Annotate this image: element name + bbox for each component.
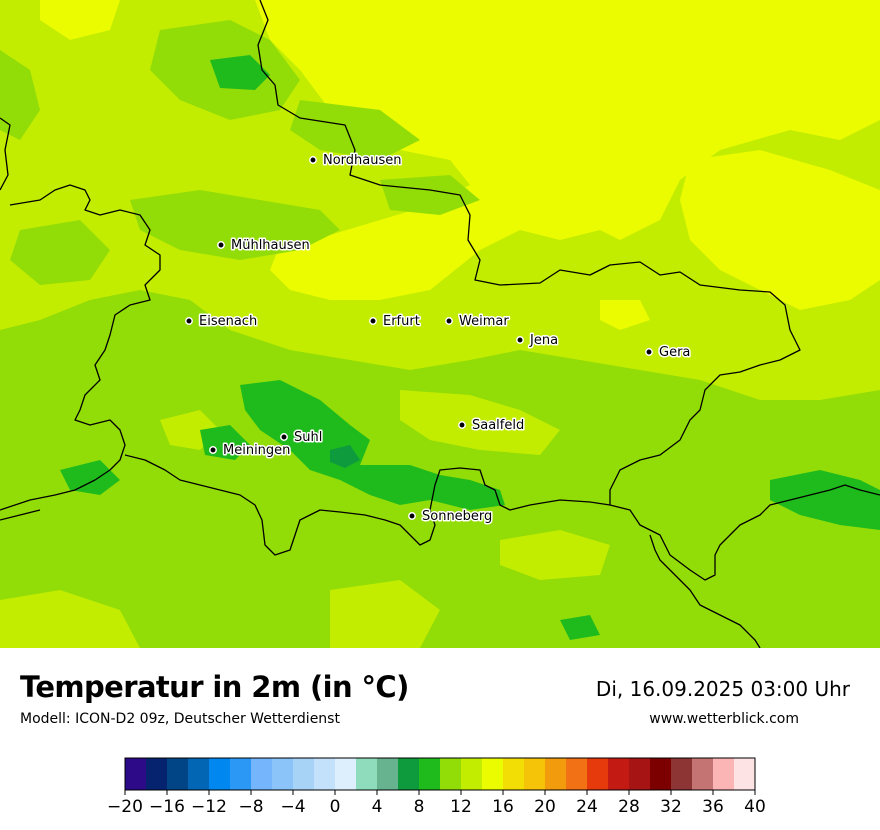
color-swatch (650, 758, 672, 790)
temperature-field (0, 0, 880, 648)
color-swatch (482, 758, 504, 790)
color-swatch (419, 758, 441, 790)
tick-label: 32 (660, 797, 682, 817)
tick-label: 24 (576, 797, 598, 817)
tick-label: 12 (450, 797, 472, 817)
color-swatch (167, 758, 189, 790)
city-dot (209, 446, 217, 454)
color-scale-border (124, 757, 756, 791)
tick-label: 36 (702, 797, 724, 817)
color-swatch (629, 758, 651, 790)
color-swatch (314, 758, 336, 790)
tick-label: −12 (191, 797, 227, 817)
color-swatch (125, 758, 147, 790)
website-link[interactable]: www.wetterblick.com (649, 711, 799, 727)
city-label: Sonneberg (422, 509, 492, 524)
border-lines (0, 0, 880, 648)
city-markers: Nordhausen Mühlhausen Eisenach Erfurt Weimar… (185, 152, 692, 526)
city-marker: Sonneberg (408, 508, 494, 526)
city-marker: Erfurt (369, 313, 421, 331)
city-dot (516, 336, 524, 344)
tick-label: −20 (107, 797, 143, 817)
color-swatch (461, 758, 483, 790)
city-marker: Meiningen (209, 442, 292, 460)
map-title: Temperatur in 2m (in °C) (20, 670, 409, 704)
color-swatch (251, 758, 273, 790)
city-dot (309, 156, 317, 164)
city-marker: Gera (645, 344, 692, 362)
color-scale-swatches (124, 757, 756, 791)
city-marker: Nordhausen (309, 152, 403, 170)
tick-label: 16 (492, 797, 514, 817)
color-swatch (209, 758, 231, 790)
city-marker: Mühlhausen (217, 237, 311, 255)
city-label: Gera (659, 345, 690, 360)
color-scale-ticks: −20 −16 −12 −8 −4 0 4 8 12 16 20 24 28 32 36 40 (107, 790, 766, 817)
color-swatch (335, 758, 357, 790)
city-label: Nordhausen (323, 153, 402, 168)
color-swatch (545, 758, 567, 790)
city-dot (185, 317, 193, 325)
tick-label: −4 (280, 797, 305, 817)
tick-label: −8 (238, 797, 263, 817)
city-dot (445, 317, 453, 325)
color-scale-legend: −20 −16 −12 −8 −4 0 4 8 12 16 20 24 28 32 36 40 (107, 757, 766, 817)
city-dot (369, 317, 377, 325)
tick-label: 4 (372, 797, 383, 817)
city-label: Jena (529, 333, 558, 348)
tick-label: 8 (414, 797, 425, 817)
city-label: Erfurt (383, 314, 420, 329)
temperature-map: Nordhausen Mühlhausen Eisenach Erfurt Weimar… (0, 0, 880, 648)
city-dot (217, 241, 225, 249)
color-swatch (503, 758, 525, 790)
color-swatch (272, 758, 294, 790)
city-dot (408, 512, 416, 520)
color-swatch (146, 758, 168, 790)
tick-label: 0 (330, 797, 341, 817)
color-swatch (692, 758, 714, 790)
color-swatch (524, 758, 546, 790)
city-marker: Suhl (280, 429, 324, 447)
tick-label: −16 (149, 797, 185, 817)
city-label: Mühlhausen (231, 238, 310, 253)
color-swatch (398, 758, 420, 790)
city-dot (458, 421, 466, 429)
color-swatch (377, 758, 399, 790)
city-marker: Weimar (445, 313, 511, 331)
city-marker: Jena (516, 332, 560, 350)
city-dot (280, 433, 288, 441)
city-label: Weimar (459, 314, 509, 329)
model-subtitle: Modell: ICON-D2 09z, Deutscher Wetterdie… (20, 711, 340, 727)
city-label: Suhl (294, 430, 322, 445)
city-label: Saalfeld (472, 418, 524, 433)
color-swatch (230, 758, 252, 790)
city-dot (645, 348, 653, 356)
color-swatch (188, 758, 210, 790)
color-swatch (356, 758, 378, 790)
color-swatch (608, 758, 630, 790)
color-swatch (587, 758, 609, 790)
city-label: Eisenach (199, 314, 257, 329)
color-swatch (713, 758, 735, 790)
color-swatch (440, 758, 462, 790)
tick-label: 40 (744, 797, 766, 817)
color-swatch (566, 758, 588, 790)
color-swatch (671, 758, 693, 790)
color-swatch (734, 758, 756, 790)
city-label: Meiningen (223, 443, 290, 458)
city-marker: Saalfeld (458, 417, 526, 435)
city-marker: Eisenach (185, 313, 259, 331)
tick-label: 28 (618, 797, 640, 817)
color-swatch (293, 758, 315, 790)
tick-label: 20 (534, 797, 556, 817)
forecast-datetime: Di, 16.09.2025 03:00 Uhr (595, 677, 850, 701)
